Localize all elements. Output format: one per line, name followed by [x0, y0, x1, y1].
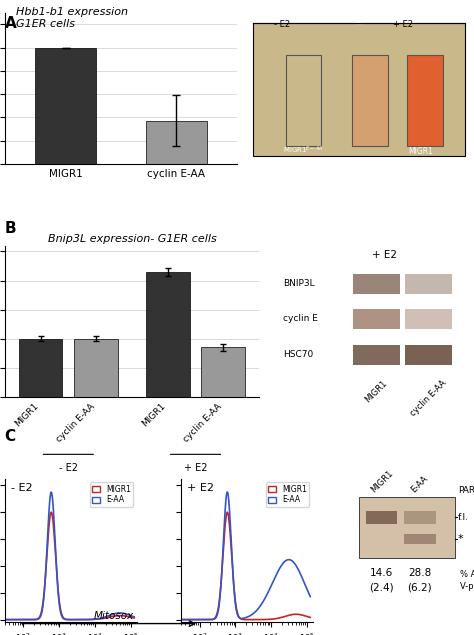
Text: - E2: - E2 [11, 483, 33, 493]
Text: 28.8: 28.8 [408, 568, 431, 578]
Text: MIGR1: MIGR1 [408, 147, 433, 156]
FancyBboxPatch shape [404, 511, 436, 524]
Text: (2.4): (2.4) [369, 582, 394, 592]
Title: Bnip3L expression- G1ER cells: Bnip3L expression- G1ER cells [47, 234, 216, 243]
FancyBboxPatch shape [253, 23, 465, 156]
FancyBboxPatch shape [405, 274, 452, 294]
Text: + E2: + E2 [184, 464, 207, 474]
Text: cyclin E: cyclin E [283, 314, 318, 323]
FancyBboxPatch shape [359, 497, 455, 558]
FancyBboxPatch shape [353, 309, 400, 329]
FancyBboxPatch shape [353, 274, 400, 294]
FancyBboxPatch shape [352, 55, 388, 146]
Legend: MIGR1, E-AA: MIGR1, E-AA [90, 483, 133, 507]
Text: PARP: PARP [458, 486, 474, 495]
Bar [35, 48, 96, 164]
Text: - E2: - E2 [273, 20, 290, 29]
FancyBboxPatch shape [286, 55, 321, 146]
Text: MIGR1: MIGR1 [369, 469, 394, 495]
Bar [146, 272, 190, 397]
Text: Mitosox: Mitosox [94, 611, 134, 621]
Text: C: C [5, 429, 16, 444]
Bar [146, 121, 207, 164]
Text: *: * [458, 534, 464, 544]
Text: BNIP3L: BNIP3L [283, 279, 315, 288]
FancyBboxPatch shape [408, 55, 443, 146]
Text: HSC70: HSC70 [283, 350, 313, 359]
FancyBboxPatch shape [366, 511, 397, 524]
Text: E-AA: E-AA [410, 474, 430, 495]
Bar [18, 338, 63, 397]
Text: f.l.: f.l. [458, 513, 469, 522]
Text: + E2: + E2 [187, 483, 214, 493]
Text: Hbb1-b1 expression
G1ER cells: Hbb1-b1 expression G1ER cells [17, 8, 128, 29]
FancyBboxPatch shape [353, 345, 400, 365]
Text: - E2: - E2 [59, 464, 78, 474]
FancyBboxPatch shape [405, 309, 452, 329]
Text: + E2: + E2 [372, 250, 397, 260]
Text: MIGR1: MIGR1 [364, 378, 389, 404]
Text: B: B [5, 221, 17, 236]
FancyBboxPatch shape [405, 345, 452, 365]
Text: % Annexin: % Annexin [460, 570, 474, 579]
Text: (6.2): (6.2) [408, 582, 432, 592]
Text: 14.6: 14.6 [370, 568, 393, 578]
Text: + E2: + E2 [393, 20, 413, 29]
FancyBboxPatch shape [404, 534, 436, 544]
Bar [201, 347, 245, 397]
Text: V-pos (SD): V-pos (SD) [460, 582, 474, 591]
Bar [74, 338, 118, 397]
Text: MIGR1$^{E-AA}$: MIGR1$^{E-AA}$ [283, 145, 324, 156]
Text: cyclin E-AA: cyclin E-AA [409, 378, 448, 418]
Text: A: A [5, 16, 17, 31]
Legend: MIGR1, E-AA: MIGR1, E-AA [266, 483, 309, 507]
